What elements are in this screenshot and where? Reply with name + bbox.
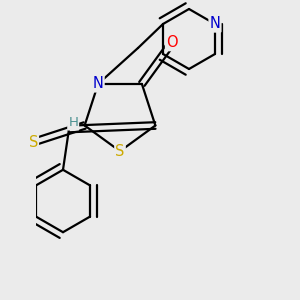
Text: N: N xyxy=(93,76,104,92)
Text: O: O xyxy=(166,35,178,50)
Text: H: H xyxy=(68,116,78,130)
Text: S: S xyxy=(115,144,125,159)
Text: N: N xyxy=(209,16,220,32)
Text: S: S xyxy=(28,135,38,150)
